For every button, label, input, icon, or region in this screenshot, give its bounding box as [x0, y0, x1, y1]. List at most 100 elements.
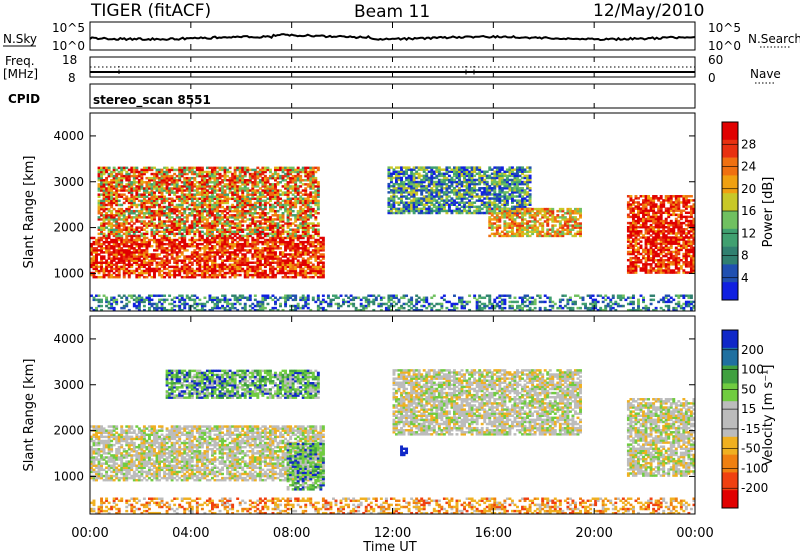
data-cell [263, 220, 267, 223]
data-cell [268, 245, 272, 248]
data-cell [263, 265, 267, 269]
data-cell [110, 247, 114, 250]
data-cell [563, 212, 567, 215]
data-cell [158, 230, 161, 234]
data-cell [233, 179, 237, 182]
data-cell [465, 193, 469, 196]
data-cell [208, 195, 212, 198]
data-cell [271, 226, 275, 229]
data-cell [160, 185, 164, 188]
data-cell [407, 209, 411, 213]
data-cell [97, 187, 101, 190]
data-cell [200, 220, 204, 223]
data-cell [289, 191, 293, 194]
data-cell [251, 205, 255, 209]
data-cell [556, 232, 560, 236]
data-cell [256, 253, 260, 256]
data-cell [168, 205, 172, 209]
data-cell [115, 251, 119, 254]
data-cell [147, 212, 151, 215]
data-cell [122, 176, 126, 180]
data-cell [223, 267, 227, 271]
data-cell [437, 172, 441, 176]
data-cell [238, 228, 242, 231]
data-cell [294, 218, 298, 221]
data-cell [475, 211, 479, 215]
data-cell [183, 168, 187, 172]
data-cell [304, 275, 308, 279]
data-cell [231, 181, 235, 184]
data-cell [213, 185, 217, 188]
data-cell [107, 168, 111, 172]
data-cell [309, 236, 313, 240]
data-cell [266, 179, 270, 182]
data-cell [120, 209, 124, 213]
data-cell [316, 203, 320, 207]
data-cell [430, 199, 434, 202]
data-cell [256, 183, 260, 186]
data-cell [107, 271, 111, 275]
data-cell [185, 263, 189, 267]
data-cell [127, 183, 131, 186]
data-cell [485, 184, 489, 188]
data-cell [397, 187, 401, 190]
data-cell [241, 174, 245, 178]
data-cell [289, 269, 293, 273]
data-cell [190, 273, 194, 277]
data-cell [107, 209, 111, 213]
data-cell [253, 207, 257, 211]
data-cell [228, 255, 232, 258]
data-cell [147, 166, 151, 170]
data-cell [216, 203, 219, 207]
data-cell [518, 180, 522, 184]
data-cell [185, 218, 189, 221]
data-cell [463, 205, 467, 209]
data-cell [427, 201, 431, 204]
data-cell [198, 183, 202, 186]
data-cell [286, 168, 290, 172]
data-cell [299, 263, 303, 267]
data-cell [387, 166, 391, 169]
data-cell [107, 214, 111, 217]
data-cell [205, 166, 209, 170]
data-cell [203, 176, 207, 180]
data-cell [253, 185, 257, 188]
data-cell [208, 224, 212, 227]
data-cell [97, 195, 101, 198]
data-cell [243, 245, 247, 248]
data-cell [140, 249, 144, 252]
data-cell [180, 269, 184, 273]
data-cell [130, 205, 134, 209]
data-cell [248, 249, 252, 252]
data-cell [238, 168, 242, 172]
data-cell [153, 183, 156, 186]
data-cell [175, 187, 179, 190]
data-cell [102, 240, 106, 244]
data-cell [455, 189, 459, 192]
data-cell [112, 275, 116, 279]
data-cell [395, 170, 398, 173]
data-cell [221, 201, 225, 205]
data-cell [319, 255, 323, 258]
data-cell [178, 199, 182, 203]
data-cell [405, 191, 409, 194]
data-cell [513, 172, 517, 176]
data-cell [553, 218, 557, 221]
data-cell [120, 234, 124, 238]
data-cell [165, 259, 169, 262]
data-cell [556, 209, 560, 213]
data-cell [160, 179, 164, 182]
data-cell [304, 271, 308, 275]
data-cell [211, 259, 214, 262]
data-cell [238, 273, 242, 277]
data-cell [183, 195, 187, 198]
data-cell [470, 201, 474, 204]
data-cell [274, 166, 277, 170]
data-cell [180, 236, 184, 240]
data-cell [190, 251, 194, 254]
data-cell [437, 182, 441, 186]
data-cell [510, 187, 514, 190]
data-cell [175, 253, 179, 256]
data-cell [223, 174, 227, 178]
data-cell [115, 185, 119, 188]
